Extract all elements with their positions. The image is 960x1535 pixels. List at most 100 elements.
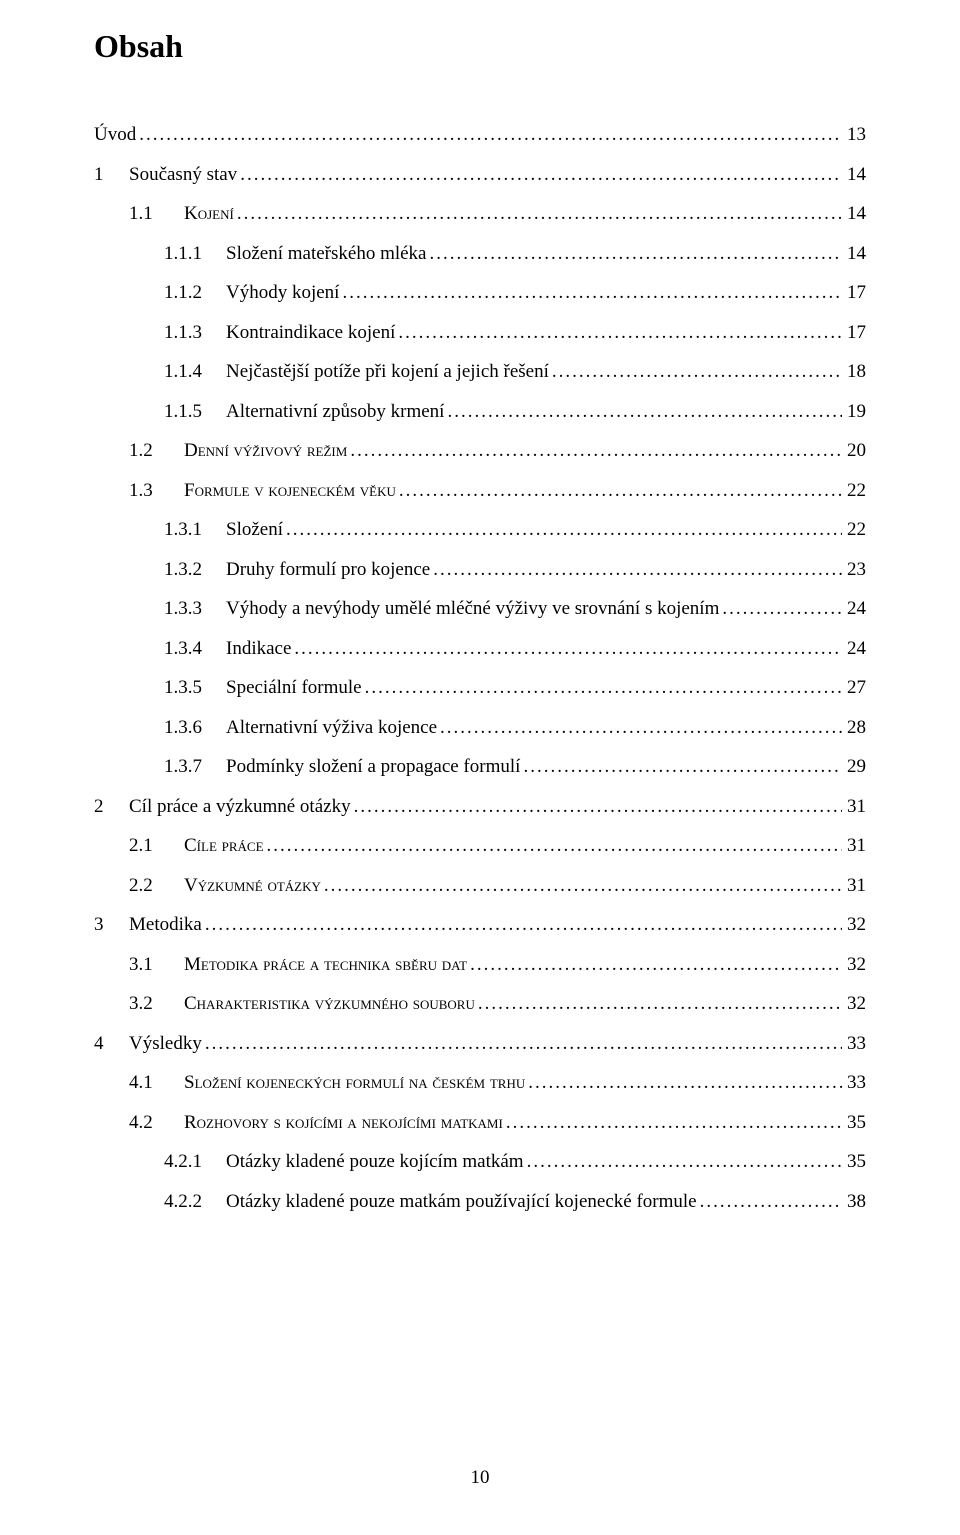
toc-leader-dots [395, 323, 842, 342]
toc-entry-number: 3.2 [94, 994, 184, 1013]
toc-entry-number: 1.1.4 [94, 362, 226, 381]
toc-entry-number: 4.2.2 [94, 1192, 226, 1211]
toc-entry: 1.3Formule v kojeneckém věku 22 [94, 481, 866, 500]
toc-entry-number: 4.2.1 [94, 1152, 226, 1171]
toc-entry-page: 22 [842, 520, 866, 539]
toc-entry-number: 1.1.1 [94, 244, 226, 263]
toc-entry: 1.3.7Podmínky složení a propagace formul… [94, 757, 866, 776]
toc-entry-label: Složení [226, 520, 283, 539]
toc-entry: 2.2Výzkumné otázky 31 [94, 876, 866, 895]
toc-entry-label: Cíle práce [184, 836, 264, 855]
toc-leader-dots [524, 1152, 843, 1171]
toc-entry-number: 4.1 [94, 1073, 184, 1092]
toc-entry-label: Složení mateřského mléka [226, 244, 427, 263]
toc-entry-page: 35 [842, 1113, 866, 1132]
toc-entry: 1.2Denní výživový režim 20 [94, 441, 866, 460]
toc-entry: 3.2Charakteristika výzkumného souboru 32 [94, 994, 866, 1013]
toc-entry-page: 31 [842, 876, 866, 895]
toc-entry-label: Druhy formulí pro kojence [226, 560, 430, 579]
toc-entry: 1.3.6Alternativní výživa kojence 28 [94, 718, 866, 737]
page-title: Obsah [94, 28, 866, 65]
toc-entry: 4.2.2Otázky kladené pouze matkám používa… [94, 1192, 866, 1211]
toc-entry: 1.1.2Výhody kojení 17 [94, 283, 866, 302]
toc-entry: 1.3.5Speciální formule 27 [94, 678, 866, 697]
toc-entry: 4Výsledky 33 [94, 1034, 866, 1053]
page-number: 10 [0, 1467, 960, 1489]
toc-leader-dots [351, 797, 843, 816]
toc-entry: 1.1.5Alternativní způsoby krmení 19 [94, 402, 866, 421]
toc-entry-label: Speciální formule [226, 678, 362, 697]
toc-entry: 4.2.1Otázky kladené pouze kojícím matkám… [94, 1152, 866, 1171]
toc-entry-number: 1.3.5 [94, 678, 226, 697]
toc-entry-page: 31 [842, 836, 866, 855]
toc-entry-page: 18 [842, 362, 866, 381]
toc-entry-number: 1.3.4 [94, 639, 226, 658]
toc-entry-number: 1.1.5 [94, 402, 226, 421]
toc-entry: 1.3.4Indikace 24 [94, 639, 866, 658]
toc-entry: 1.3.1Složení 22 [94, 520, 866, 539]
toc-entry-label: Otázky kladené pouze matkám používající … [226, 1192, 697, 1211]
toc-entry-number: 1 [94, 165, 129, 184]
toc-entry-page: 14 [842, 204, 866, 223]
toc-entry-label: Současný stav [129, 165, 237, 184]
toc-leader-dots [437, 718, 842, 737]
toc-entry-label: Rozhovory s kojícími a nekojícími matkam… [184, 1113, 503, 1132]
toc-entry-label: Nejčastější potíže při kojení a jejich ř… [226, 362, 549, 381]
toc-entry: 3Metodika 32 [94, 915, 866, 934]
toc-entry-page: 27 [842, 678, 866, 697]
toc-entry-number: 4 [94, 1034, 129, 1053]
toc-leader-dots [237, 165, 842, 184]
toc-entry: 1Současný stav 14 [94, 165, 866, 184]
toc-leader-dots [321, 876, 842, 895]
toc-entry: Úvod 13 [94, 125, 866, 144]
toc-entry-label: Složení kojeneckých formulí na českém tr… [184, 1073, 525, 1092]
toc-entry-number: 1.3.1 [94, 520, 226, 539]
toc-entry-number: 2.2 [94, 876, 184, 895]
toc-entry-page: 32 [842, 955, 866, 974]
toc-entry: 1.1.4Nejčastější potíže při kojení a jej… [94, 362, 866, 381]
toc-leader-dots [362, 678, 843, 697]
toc-leader-dots [136, 125, 842, 144]
toc-leader-dots [202, 915, 842, 934]
toc-entry-label: Kojení [184, 204, 234, 223]
toc-entry-page: 33 [842, 1034, 866, 1053]
toc-entry-page: 28 [842, 718, 866, 737]
toc-entry-label: Denní výživový režim [184, 441, 347, 460]
toc-leader-dots [291, 639, 842, 658]
toc-entry-label: Formule v kojeneckém věku [184, 481, 396, 500]
toc-entry-page: 22 [842, 481, 866, 500]
toc-entry-number: 1.3.3 [94, 599, 226, 618]
toc-leader-dots [520, 757, 842, 776]
toc-entry-number: 1.3.2 [94, 560, 226, 579]
toc-entry-label: Metodika práce a technika sběru dat [184, 955, 467, 974]
toc-entry-label: Výzkumné otázky [184, 876, 321, 895]
toc-entry-number: 1.1.2 [94, 283, 226, 302]
toc-leader-dots [264, 836, 843, 855]
toc-entry-number: 2 [94, 797, 129, 816]
toc-entry: 2.1Cíle práce 31 [94, 836, 866, 855]
toc-entry-page: 17 [842, 283, 866, 302]
toc-entry: 1.1Kojení 14 [94, 204, 866, 223]
toc-entry-page: 31 [842, 797, 866, 816]
toc-entry-label: Kontraindikace kojení [226, 323, 395, 342]
toc-entry-page: 38 [842, 1192, 866, 1211]
toc-leader-dots [202, 1034, 842, 1053]
toc-entry: 4.2Rozhovory s kojícími a nekojícími mat… [94, 1113, 866, 1132]
toc-leader-dots [444, 402, 842, 421]
toc-entry-number: 1.3.7 [94, 757, 226, 776]
toc-leader-dots [467, 955, 842, 974]
toc-leader-dots [697, 1192, 843, 1211]
toc-entry-label: Metodika [129, 915, 202, 934]
toc-entry-label: Výhody a nevýhody umělé mléčné výživy ve… [226, 599, 719, 618]
toc-entry-label: Charakteristika výzkumného souboru [184, 994, 475, 1013]
toc-entry-page: 35 [842, 1152, 866, 1171]
toc-leader-dots [427, 244, 843, 263]
toc-entry: 4.1Složení kojeneckých formulí na českém… [94, 1073, 866, 1092]
toc-entry-number: 3 [94, 915, 129, 934]
toc-entry-number: 1.1 [94, 204, 184, 223]
toc-entry: 3.1Metodika práce a technika sběru dat 3… [94, 955, 866, 974]
toc-entry: 1.1.3Kontraindikace kojení 17 [94, 323, 866, 342]
toc-entry-page: 20 [842, 441, 866, 460]
toc-entry-page: 24 [842, 599, 866, 618]
toc-leader-dots [503, 1113, 842, 1132]
